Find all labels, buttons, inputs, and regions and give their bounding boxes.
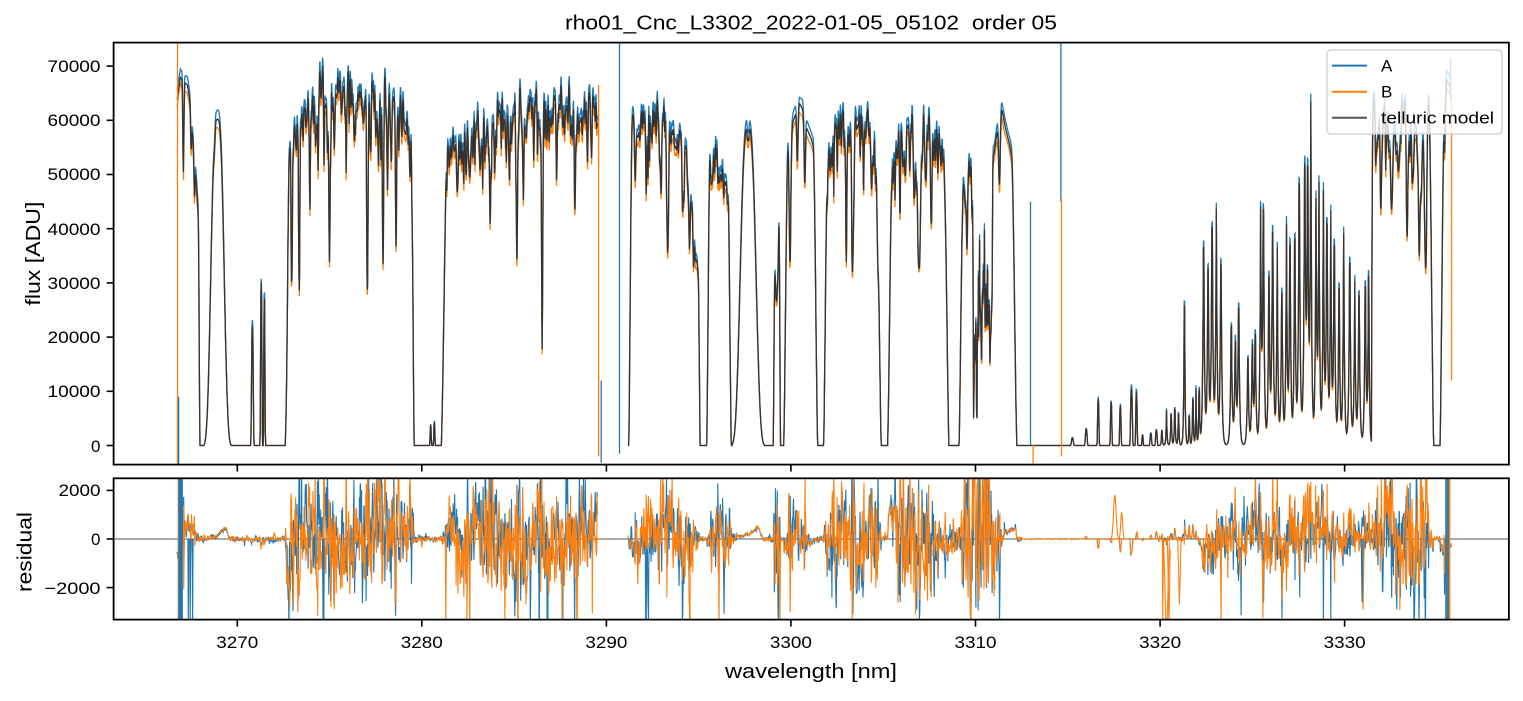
svg-text:3270: 3270 [216,633,258,652]
svg-text:flux [ADU]: flux [ADU] [23,202,45,306]
svg-text:3300: 3300 [770,633,812,652]
svg-text:telluric model: telluric model [1381,109,1494,128]
svg-text:50000: 50000 [48,165,101,184]
svg-text:3320: 3320 [1139,633,1181,652]
svg-text:40000: 40000 [48,220,101,239]
svg-text:2000: 2000 [59,481,101,500]
svg-text:A: A [1381,57,1393,76]
svg-text:10000: 10000 [48,382,101,401]
svg-text:70000: 70000 [48,57,101,76]
svg-text:rho01_Cnc_L3302_2022-01-05_051: rho01_Cnc_L3302_2022-01-05_05102 order 0… [565,13,1057,35]
svg-text:residual: residual [15,512,37,592]
svg-text:30000: 30000 [48,274,101,293]
svg-text:3310: 3310 [955,633,997,652]
svg-text:B: B [1381,83,1392,102]
svg-text:20000: 20000 [48,328,101,347]
svg-text:wavelength [nm]: wavelength [nm] [724,661,897,683]
svg-text:−2000: −2000 [45,579,101,598]
svg-text:3330: 3330 [1324,633,1366,652]
svg-text:3290: 3290 [585,633,627,652]
svg-text:0: 0 [91,530,100,549]
svg-text:60000: 60000 [48,111,101,130]
svg-text:3280: 3280 [401,633,443,652]
svg-text:0: 0 [91,437,100,456]
